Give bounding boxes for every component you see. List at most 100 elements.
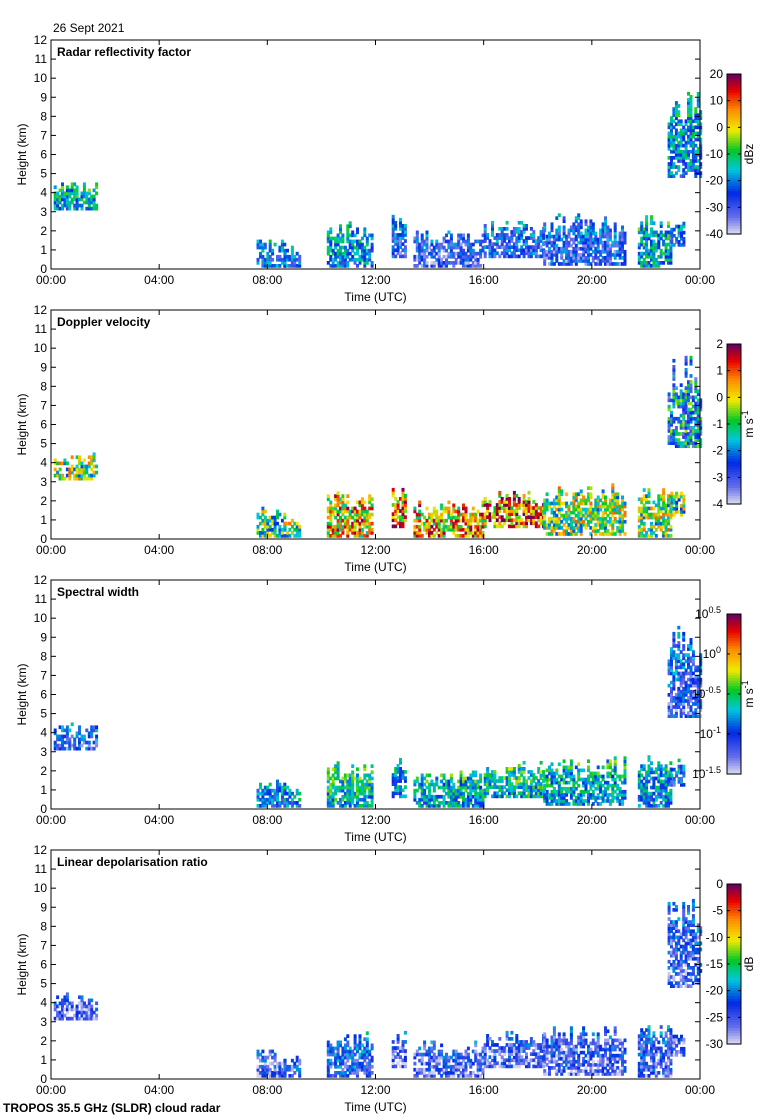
data-cell (53, 194, 57, 199)
data-cell (73, 194, 77, 199)
data-cell (356, 788, 359, 793)
data-cell (68, 473, 72, 478)
data-cell (565, 234, 569, 239)
data-cell (283, 261, 287, 265)
data-cell (346, 521, 350, 526)
data-cell (326, 534, 330, 538)
data-cell (432, 261, 436, 265)
colorbar-units: dBz (742, 144, 756, 165)
data-cell (403, 239, 407, 243)
data-cell (437, 254, 441, 259)
data-cell (687, 665, 690, 670)
data-cell (579, 498, 583, 503)
data-cell (457, 801, 461, 805)
colorbar-cell (727, 119, 741, 123)
data-cell (654, 230, 658, 235)
data-cell (415, 257, 419, 262)
data-cell (672, 683, 676, 688)
data-cell (587, 802, 590, 806)
data-cell (442, 782, 446, 787)
data-cell (399, 785, 402, 789)
data-cell (694, 116, 698, 120)
colorbar-cell (727, 683, 741, 687)
data-cell (569, 529, 573, 533)
data-cell (604, 532, 607, 536)
data-cell (691, 702, 695, 706)
data-cell (577, 526, 581, 530)
data-cell (53, 1007, 57, 1012)
data-cell (670, 767, 674, 772)
data-cell (447, 527, 451, 532)
data-cell (288, 801, 292, 805)
data-cell (442, 534, 446, 538)
data-cell (689, 116, 693, 120)
data-cell (452, 788, 456, 793)
y-tick-label: 3 (40, 475, 47, 489)
data-cell (560, 774, 564, 779)
data-cell (466, 785, 470, 790)
data-cell (548, 526, 551, 530)
data-cell (659, 261, 663, 265)
data-cell (672, 699, 676, 703)
data-cell (459, 794, 463, 799)
data-cell (691, 714, 695, 718)
data-cell (604, 523, 607, 527)
data-cell (645, 242, 649, 247)
data-cell (682, 159, 686, 163)
data-cell (699, 659, 703, 664)
data-cell (684, 438, 688, 442)
data-cell (508, 497, 511, 501)
data-cell (577, 513, 581, 518)
data-cell (680, 491, 683, 496)
data-cell (572, 492, 576, 497)
data-cell (618, 253, 622, 257)
data-cell (606, 799, 610, 803)
data-cell (73, 473, 77, 478)
data-cell (512, 500, 516, 504)
data-cell (696, 146, 700, 151)
data-cell (689, 134, 693, 139)
data-cell (670, 227, 674, 232)
data-cell (555, 513, 559, 518)
data-cell (650, 791, 653, 796)
data-cell (271, 518, 275, 523)
data-cell (616, 253, 620, 257)
data-cell (557, 762, 561, 767)
data-cell (577, 253, 581, 257)
data-cell (657, 500, 661, 505)
x-axis-label: Time (UTC) (344, 290, 406, 304)
data-cell (555, 780, 559, 785)
data-cell (341, 500, 345, 505)
data-cell (616, 492, 620, 497)
data-cell (363, 230, 367, 235)
data-cell (483, 521, 487, 526)
data-cell (567, 771, 571, 776)
data-cell (591, 529, 595, 533)
data-cell (647, 491, 651, 495)
data-cell (621, 504, 624, 509)
data-cell (637, 804, 641, 808)
data-cell (694, 674, 698, 679)
data-cell (399, 773, 402, 777)
data-cell (474, 801, 478, 805)
data-cell (647, 254, 651, 259)
data-cell (391, 217, 395, 222)
data-cell (256, 245, 260, 250)
y-tick-label: 7 (40, 398, 47, 412)
data-cell (560, 262, 564, 266)
data-cell (293, 534, 297, 538)
data-cell (604, 504, 607, 509)
data-cell (481, 503, 485, 508)
data-cell (694, 680, 698, 685)
data-cell (326, 773, 330, 778)
data-cell (356, 227, 359, 232)
data-cell (696, 91, 700, 96)
data-cell (674, 677, 678, 682)
data-cell (677, 233, 681, 238)
data-cell (684, 358, 688, 363)
data-cell (591, 225, 595, 230)
data-cell (594, 498, 598, 503)
data-cell (65, 746, 69, 751)
data-cell (674, 668, 678, 673)
y-tick-label: 12 (34, 33, 48, 47)
